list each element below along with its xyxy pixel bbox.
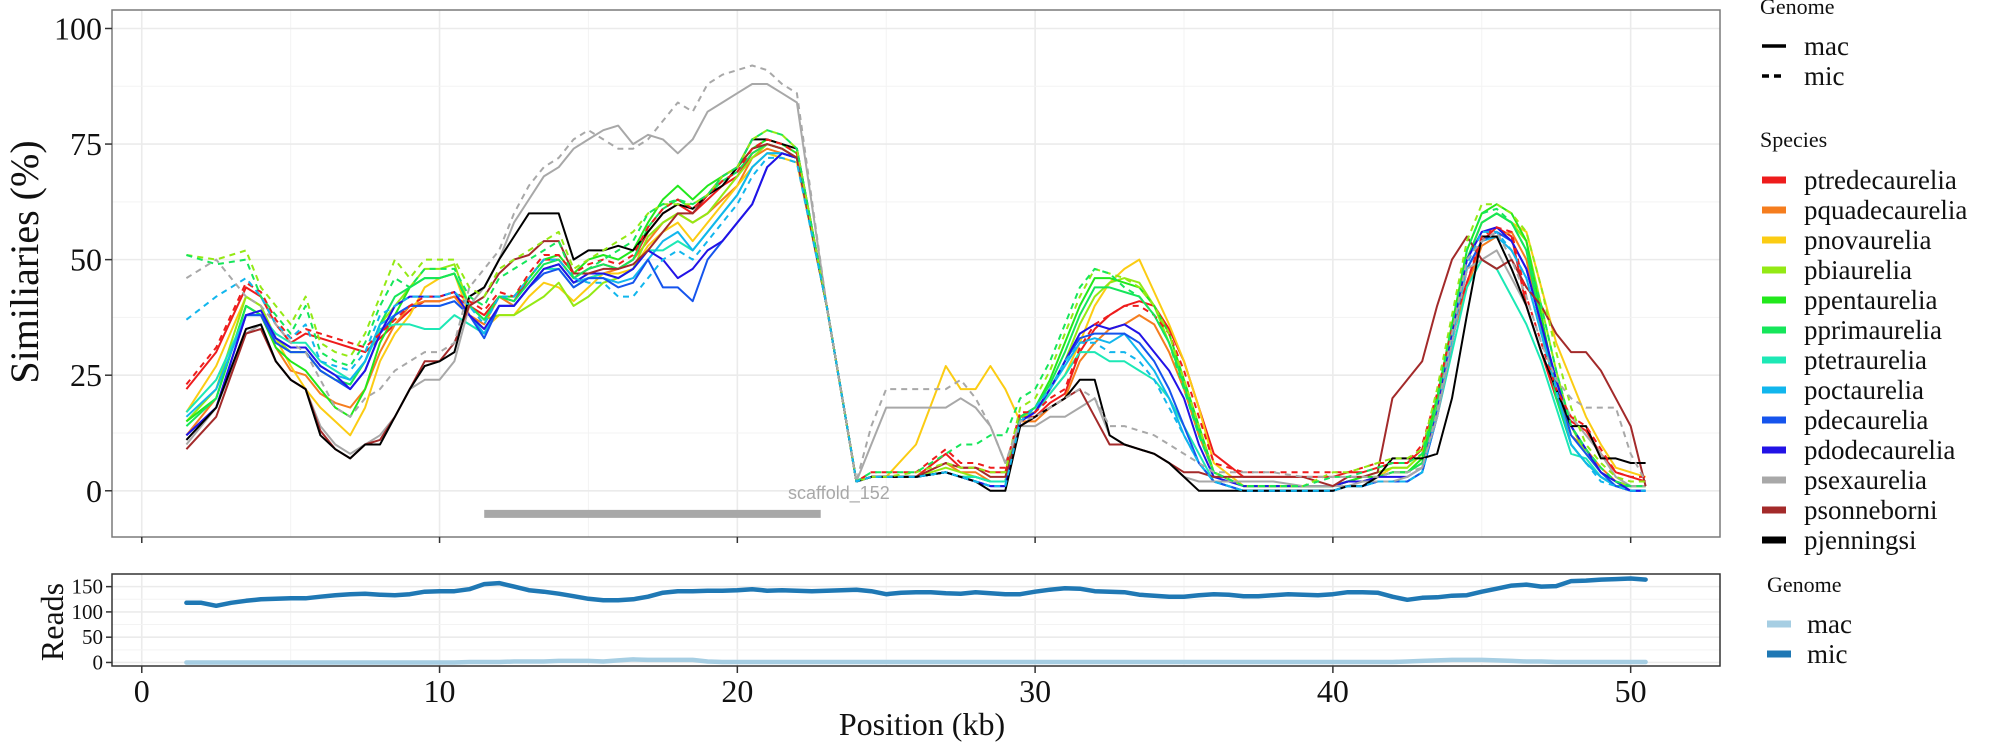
x-tick-label: 30 xyxy=(1019,673,1051,709)
legend-title-species: Species xyxy=(1760,127,1827,152)
y-tick-label: 50 xyxy=(70,242,102,278)
y-tick-label: 50 xyxy=(82,625,103,649)
x-tick-label: 40 xyxy=(1317,673,1349,709)
x-tick-label: 20 xyxy=(721,673,753,709)
legend-label-reads-mac: mac xyxy=(1807,609,1852,639)
reads-grid xyxy=(112,574,1720,666)
legend-label-reads-mic: mic xyxy=(1807,639,1848,669)
legend-label-pnovaurelia: pnovaurelia xyxy=(1804,225,1931,255)
reads-panel-background xyxy=(112,574,1720,666)
y-tick-label: 0 xyxy=(86,473,102,509)
legend-label-mac: mac xyxy=(1804,31,1849,61)
legend-label-ptetraurelia: ptetraurelia xyxy=(1804,345,1927,375)
legend-label-pjenningsi: pjenningsi xyxy=(1804,525,1917,555)
y-tick-label: 25 xyxy=(70,357,102,393)
similarity-panel: scaffold_152 0 25 50 75 100 Similiaries (%) xyxy=(2,9,1721,543)
similarity-grid xyxy=(112,10,1720,537)
scaffold-label: scaffold_152 xyxy=(788,483,890,504)
x-axis-title: Position (kb) xyxy=(839,706,1005,742)
legend-label-mic: mic xyxy=(1804,61,1845,91)
reads-lines xyxy=(184,576,1648,665)
similarity-x-ticks xyxy=(141,537,1632,543)
legend-label-psonneborni: psonneborni xyxy=(1804,495,1937,525)
similarity-y-axis: 0 25 50 75 100 xyxy=(54,10,112,509)
legend-label-psexaurelia: psexaurelia xyxy=(1804,465,1927,495)
reads-series-mic xyxy=(184,576,1648,609)
series-pjenningsi-mac xyxy=(185,138,1646,492)
y-tick-label: 150 xyxy=(72,575,104,599)
legend-label-pprimaurelia: pprimaurelia xyxy=(1804,315,1942,345)
similarity-y-axis-title: Similiaries (%) xyxy=(2,140,47,383)
scaffold-annotation: scaffold_152 xyxy=(484,483,890,518)
legend-title-genome: Genome xyxy=(1760,0,1835,19)
series-pprimaurelia-mic xyxy=(186,129,1646,488)
reads-series-mac xyxy=(184,657,1648,665)
scaffold-bar xyxy=(484,509,821,518)
legend-label-pdecaurelia: pdecaurelia xyxy=(1804,405,1928,435)
series-pbiaurelia-mic xyxy=(186,129,1646,488)
series-psexaurelia-mic xyxy=(185,64,1647,483)
reads-y-axis-title: Reads xyxy=(34,583,70,661)
y-tick-label: 75 xyxy=(70,126,102,162)
similarity-lines xyxy=(185,64,1647,492)
legend-label-pdodecaurelia: pdodecaurelia xyxy=(1804,435,1955,465)
similarity-panel-background xyxy=(112,10,1720,537)
similarity-panel-border xyxy=(111,9,1721,538)
legend-title-reads-genome: Genome xyxy=(1767,572,1842,597)
x-tick-label: 10 xyxy=(424,673,456,709)
y-tick-label: 100 xyxy=(72,600,104,624)
y-tick-label: 100 xyxy=(54,10,102,46)
legend-label-pbiaurelia: pbiaurelia xyxy=(1804,255,1912,285)
legend-label-poctaurelia: poctaurelia xyxy=(1804,375,1924,405)
y-tick-label: 0 xyxy=(93,650,104,674)
legend-label-ppentaurelia: ppentaurelia xyxy=(1804,285,1937,315)
legend-label-ptredecaurelia: ptredecaurelia xyxy=(1804,165,1957,195)
legend-label-pquadecaurelia: pquadecaurelia xyxy=(1804,195,1967,225)
x-tick-label: 0 xyxy=(134,673,150,709)
reads-x-axis: 0 10 20 30 40 50 xyxy=(134,666,1647,709)
x-tick-label: 50 xyxy=(1615,673,1647,709)
reads-panel-border xyxy=(111,573,1721,667)
